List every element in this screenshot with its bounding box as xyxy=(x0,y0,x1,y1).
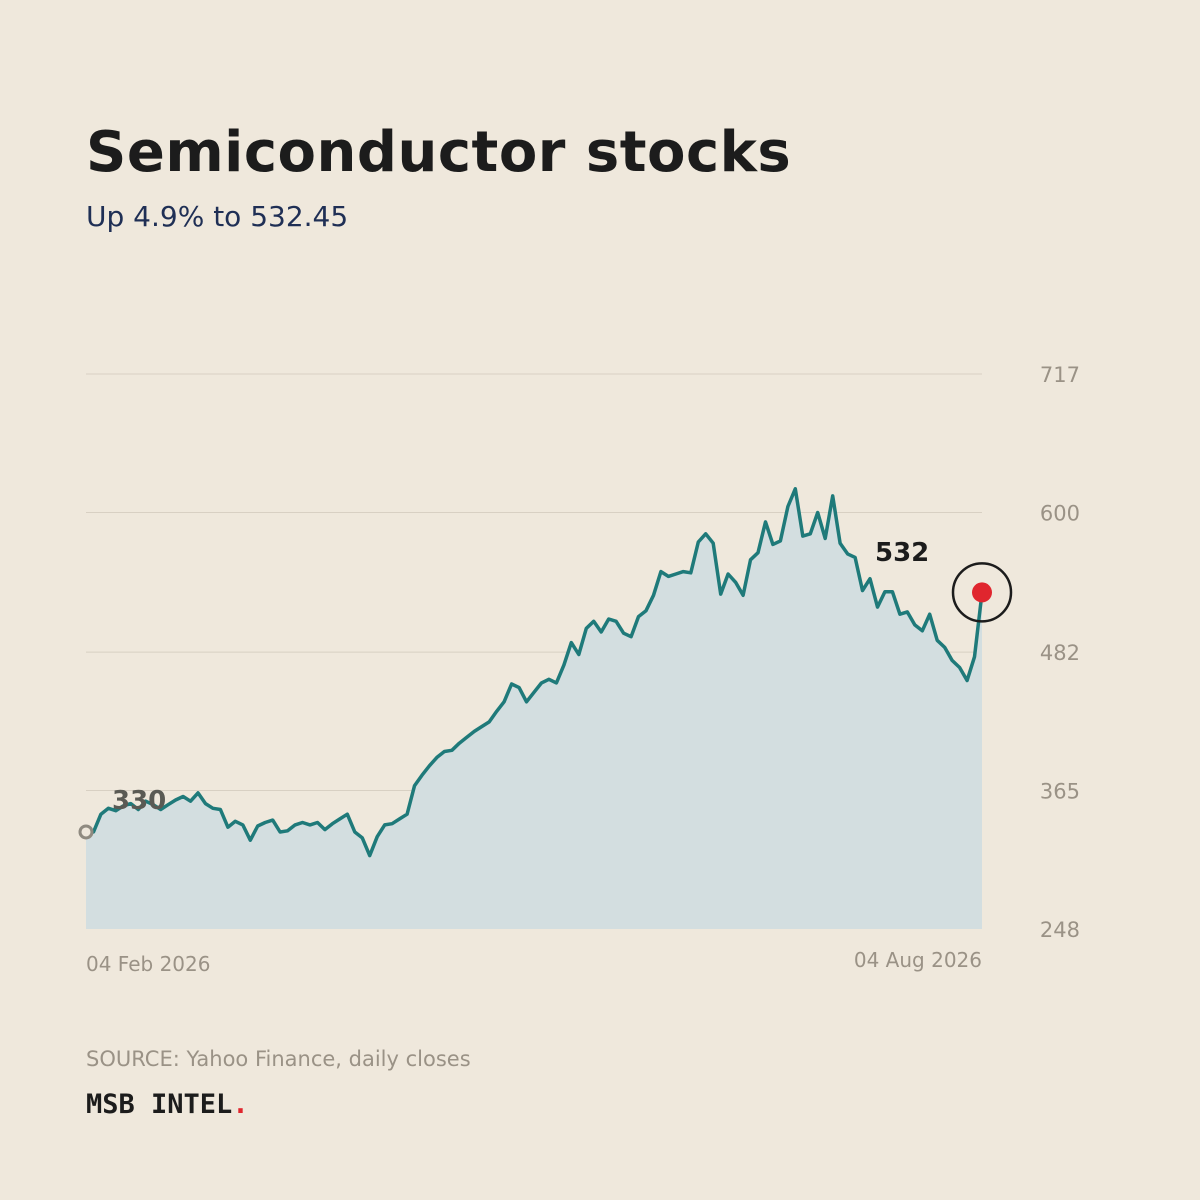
source-note: SOURCE: Yahoo Finance, daily closes xyxy=(86,1047,471,1071)
start-point-marker xyxy=(78,824,94,840)
y-tick-label: 365 xyxy=(1040,780,1080,804)
x-axis-start-label: 04 Feb 2026 xyxy=(86,952,210,976)
brand-name: MSB INTEL xyxy=(86,1089,233,1120)
y-tick-label: 482 xyxy=(1040,641,1080,665)
chart-title: Semiconductor stocks xyxy=(86,120,792,185)
start-value-label: 330 xyxy=(112,786,166,816)
y-tick-label: 600 xyxy=(1040,501,1080,525)
x-axis-end-label: 04 Aug 2026 xyxy=(854,948,982,972)
area-fill xyxy=(86,488,982,929)
y-tick-label: 717 xyxy=(1040,363,1080,387)
line-layer xyxy=(84,487,984,858)
markers xyxy=(78,562,1013,840)
end-point-highlight-ring xyxy=(951,562,1013,623)
chart-subtitle: Up 4.9% to 532.45 xyxy=(86,200,349,233)
price-line xyxy=(84,487,984,858)
y-axis-ticks: 717 600 482 365 248 xyxy=(1040,363,1080,942)
y-tick-label: 248 xyxy=(1040,918,1080,942)
end-point-marker xyxy=(972,582,992,603)
brand-logo: MSB INTEL. xyxy=(86,1089,249,1120)
end-value-label: 532 xyxy=(875,538,929,568)
area-fill-layer xyxy=(86,488,982,929)
brand-dot: . xyxy=(232,1089,249,1120)
